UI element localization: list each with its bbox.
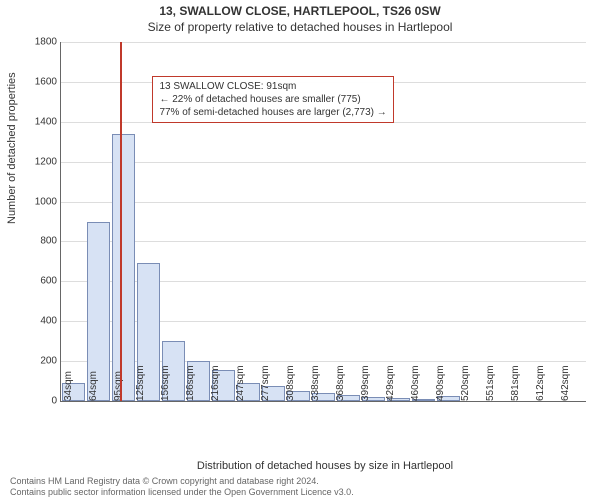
callout-line: 13 SWALLOW CLOSE: 91sqm (159, 80, 386, 93)
y-tick-label: 1200 (35, 156, 61, 167)
page-title: 13, SWALLOW CLOSE, HARTLEPOOL, TS26 0SW (0, 4, 600, 18)
x-tick-label: 156sqm (156, 365, 171, 401)
property-callout: 13 SWALLOW CLOSE: 91sqm← 22% of detached… (152, 76, 393, 123)
y-axis-label: Number of detached properties (6, 72, 18, 224)
x-tick-label: 642sqm (556, 365, 571, 401)
x-tick-label: 247sqm (231, 365, 246, 401)
x-tick-label: 581sqm (506, 365, 521, 401)
y-tick-label: 200 (40, 356, 61, 367)
y-tick-label: 1600 (35, 76, 61, 87)
x-tick-label: 64sqm (83, 371, 98, 401)
x-tick-label: 216sqm (206, 365, 221, 401)
histogram-bar (112, 134, 135, 401)
callout-line: ← 22% of detached houses are smaller (77… (159, 93, 386, 106)
chart-subtitle: Size of property relative to detached ho… (0, 20, 600, 34)
y-tick-label: 1800 (35, 37, 61, 48)
callout-line: 77% of semi-detached houses are larger (… (159, 106, 386, 119)
footer-line2: Contains public sector information licen… (10, 487, 590, 498)
gridline (61, 42, 586, 43)
footer-attribution: Contains HM Land Registry data © Crown c… (10, 476, 590, 498)
x-tick-label: 520sqm (456, 365, 471, 401)
x-tick-label: 490sqm (431, 365, 446, 401)
x-tick-label: 399sqm (356, 365, 371, 401)
x-tick-label: 429sqm (381, 365, 396, 401)
y-tick-label: 1000 (35, 196, 61, 207)
y-tick-label: 600 (40, 276, 61, 287)
chart-container: 13, SWALLOW CLOSE, HARTLEPOOL, TS26 0SW … (0, 0, 600, 500)
gridline (61, 202, 586, 203)
x-tick-label: 125sqm (131, 365, 146, 401)
y-tick-label: 400 (40, 316, 61, 327)
x-tick-label: 34sqm (58, 371, 73, 401)
x-tick-label: 551sqm (481, 365, 496, 401)
x-tick-label: 460sqm (406, 365, 421, 401)
x-tick-label: 368sqm (331, 365, 346, 401)
property-marker-line (120, 42, 122, 401)
x-axis-label: Distribution of detached houses by size … (60, 460, 590, 472)
x-tick-label: 612sqm (531, 365, 546, 401)
y-tick-label: 800 (40, 236, 61, 247)
gridline (61, 162, 586, 163)
gridline (61, 241, 586, 242)
plot-area: 02004006008001000120014001600180034sqm64… (60, 42, 586, 402)
footer-line1: Contains HM Land Registry data © Crown c… (10, 476, 590, 487)
x-tick-label: 277sqm (256, 365, 271, 401)
x-tick-label: 308sqm (281, 365, 296, 401)
y-tick-label: 1400 (35, 116, 61, 127)
x-tick-label: 338sqm (306, 365, 321, 401)
x-tick-label: 186sqm (181, 365, 196, 401)
